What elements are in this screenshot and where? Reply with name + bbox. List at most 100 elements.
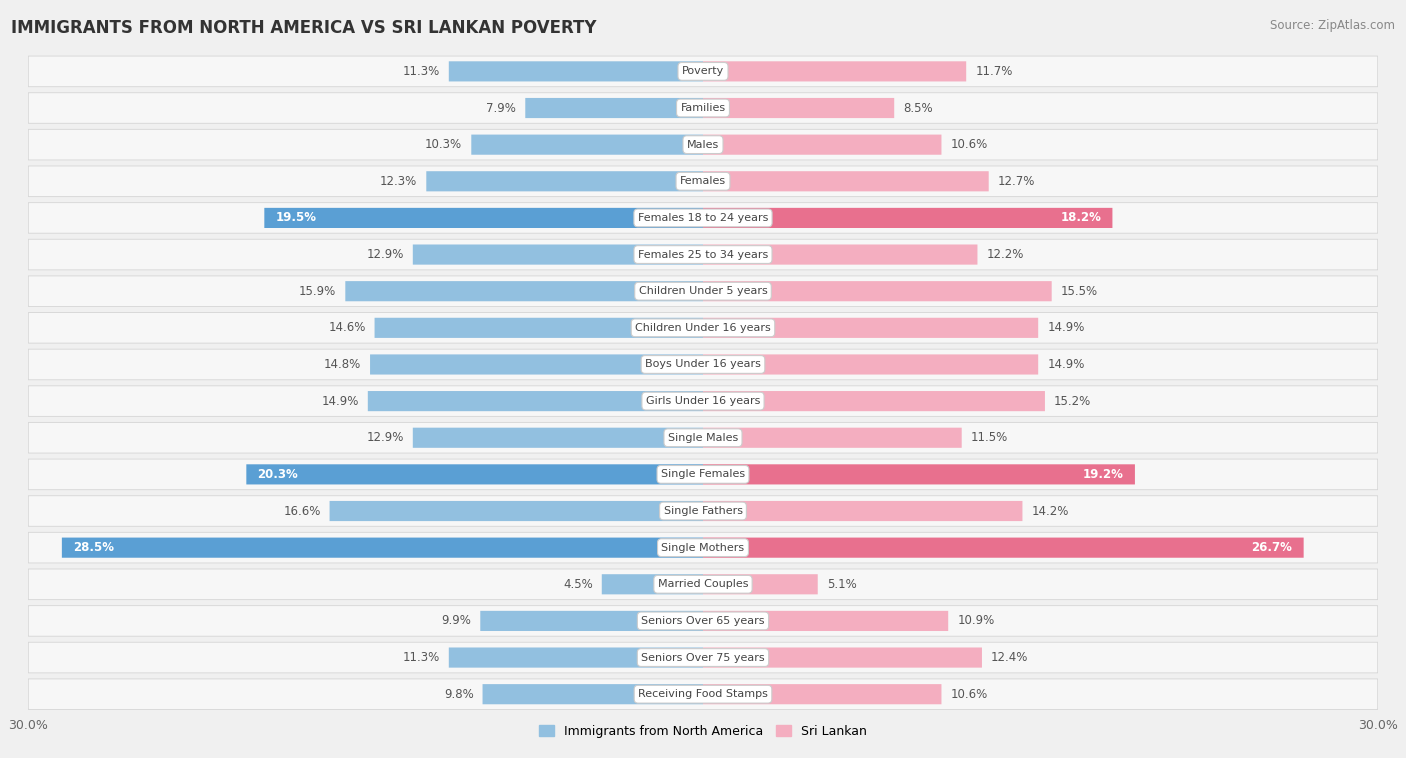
FancyBboxPatch shape: [28, 459, 1378, 489]
Text: Poverty: Poverty: [682, 67, 724, 77]
FancyBboxPatch shape: [28, 459, 1378, 490]
Text: 14.8%: 14.8%: [323, 358, 361, 371]
FancyBboxPatch shape: [368, 391, 703, 411]
FancyBboxPatch shape: [28, 532, 1378, 563]
Text: 12.3%: 12.3%: [380, 175, 418, 188]
Text: 12.9%: 12.9%: [367, 431, 404, 444]
Text: Source: ZipAtlas.com: Source: ZipAtlas.com: [1270, 19, 1395, 32]
FancyBboxPatch shape: [28, 313, 1378, 343]
Text: 10.3%: 10.3%: [425, 138, 463, 151]
Text: 14.9%: 14.9%: [1047, 358, 1084, 371]
Text: 16.6%: 16.6%: [283, 505, 321, 518]
FancyBboxPatch shape: [703, 171, 988, 191]
Text: Children Under 16 years: Children Under 16 years: [636, 323, 770, 333]
FancyBboxPatch shape: [346, 281, 703, 301]
Text: Males: Males: [688, 139, 718, 149]
FancyBboxPatch shape: [449, 61, 703, 81]
FancyBboxPatch shape: [28, 312, 1378, 343]
FancyBboxPatch shape: [28, 55, 1378, 87]
Text: 10.9%: 10.9%: [957, 615, 994, 628]
Text: Single Females: Single Females: [661, 469, 745, 479]
FancyBboxPatch shape: [703, 684, 942, 704]
FancyBboxPatch shape: [703, 647, 981, 668]
FancyBboxPatch shape: [449, 647, 703, 668]
Text: IMMIGRANTS FROM NORTH AMERICA VS SRI LANKAN POVERTY: IMMIGRANTS FROM NORTH AMERICA VS SRI LAN…: [11, 19, 596, 37]
FancyBboxPatch shape: [703, 355, 1038, 374]
Text: 9.9%: 9.9%: [441, 615, 471, 628]
FancyBboxPatch shape: [28, 349, 1378, 381]
Text: 19.5%: 19.5%: [276, 211, 316, 224]
FancyBboxPatch shape: [28, 277, 1378, 306]
FancyBboxPatch shape: [426, 171, 703, 191]
FancyBboxPatch shape: [28, 495, 1378, 527]
Text: 12.2%: 12.2%: [987, 248, 1024, 261]
Text: Seniors Over 75 years: Seniors Over 75 years: [641, 653, 765, 662]
FancyBboxPatch shape: [703, 501, 1022, 521]
FancyBboxPatch shape: [703, 428, 962, 448]
Text: 4.5%: 4.5%: [562, 578, 593, 590]
Text: Seniors Over 65 years: Seniors Over 65 years: [641, 616, 765, 626]
Text: 11.3%: 11.3%: [402, 65, 440, 78]
FancyBboxPatch shape: [28, 496, 1378, 526]
Text: 15.2%: 15.2%: [1054, 395, 1091, 408]
FancyBboxPatch shape: [28, 167, 1378, 196]
FancyBboxPatch shape: [28, 679, 1378, 709]
Text: Receiving Food Stamps: Receiving Food Stamps: [638, 689, 768, 699]
Text: Families: Families: [681, 103, 725, 113]
Text: 14.2%: 14.2%: [1032, 505, 1069, 518]
Text: Married Couples: Married Couples: [658, 579, 748, 589]
Text: 11.5%: 11.5%: [970, 431, 1008, 444]
FancyBboxPatch shape: [703, 318, 1038, 338]
FancyBboxPatch shape: [28, 239, 1378, 271]
Text: 20.3%: 20.3%: [257, 468, 298, 481]
Text: 12.4%: 12.4%: [991, 651, 1028, 664]
FancyBboxPatch shape: [28, 606, 1378, 636]
FancyBboxPatch shape: [28, 678, 1378, 710]
FancyBboxPatch shape: [246, 465, 703, 484]
FancyBboxPatch shape: [413, 428, 703, 448]
FancyBboxPatch shape: [703, 208, 1112, 228]
Text: 12.7%: 12.7%: [998, 175, 1035, 188]
Text: 14.9%: 14.9%: [322, 395, 359, 408]
FancyBboxPatch shape: [28, 92, 1378, 124]
FancyBboxPatch shape: [28, 642, 1378, 673]
Text: 10.6%: 10.6%: [950, 688, 987, 700]
FancyBboxPatch shape: [703, 135, 942, 155]
FancyBboxPatch shape: [703, 281, 1052, 301]
Text: 28.5%: 28.5%: [73, 541, 114, 554]
Text: Females: Females: [681, 177, 725, 186]
FancyBboxPatch shape: [28, 203, 1378, 233]
FancyBboxPatch shape: [413, 245, 703, 265]
Text: 8.5%: 8.5%: [903, 102, 932, 114]
FancyBboxPatch shape: [28, 129, 1378, 161]
FancyBboxPatch shape: [703, 391, 1045, 411]
FancyBboxPatch shape: [28, 275, 1378, 307]
FancyBboxPatch shape: [703, 611, 948, 631]
FancyBboxPatch shape: [703, 575, 818, 594]
Text: Boys Under 16 years: Boys Under 16 years: [645, 359, 761, 369]
FancyBboxPatch shape: [28, 93, 1378, 123]
Text: 11.7%: 11.7%: [976, 65, 1012, 78]
Text: 18.2%: 18.2%: [1060, 211, 1101, 224]
FancyBboxPatch shape: [370, 355, 703, 374]
FancyBboxPatch shape: [28, 569, 1378, 599]
FancyBboxPatch shape: [481, 611, 703, 631]
FancyBboxPatch shape: [703, 465, 1135, 484]
Text: 15.5%: 15.5%: [1060, 285, 1098, 298]
FancyBboxPatch shape: [28, 349, 1378, 379]
Text: 12.9%: 12.9%: [367, 248, 404, 261]
FancyBboxPatch shape: [264, 208, 703, 228]
FancyBboxPatch shape: [28, 240, 1378, 269]
FancyBboxPatch shape: [28, 643, 1378, 672]
FancyBboxPatch shape: [703, 61, 966, 81]
Text: 15.9%: 15.9%: [299, 285, 336, 298]
FancyBboxPatch shape: [703, 98, 894, 118]
FancyBboxPatch shape: [28, 423, 1378, 453]
Text: 7.9%: 7.9%: [486, 102, 516, 114]
Text: Single Mothers: Single Mothers: [661, 543, 745, 553]
FancyBboxPatch shape: [471, 135, 703, 155]
FancyBboxPatch shape: [28, 165, 1378, 197]
FancyBboxPatch shape: [28, 422, 1378, 453]
FancyBboxPatch shape: [482, 684, 703, 704]
Text: Single Males: Single Males: [668, 433, 738, 443]
